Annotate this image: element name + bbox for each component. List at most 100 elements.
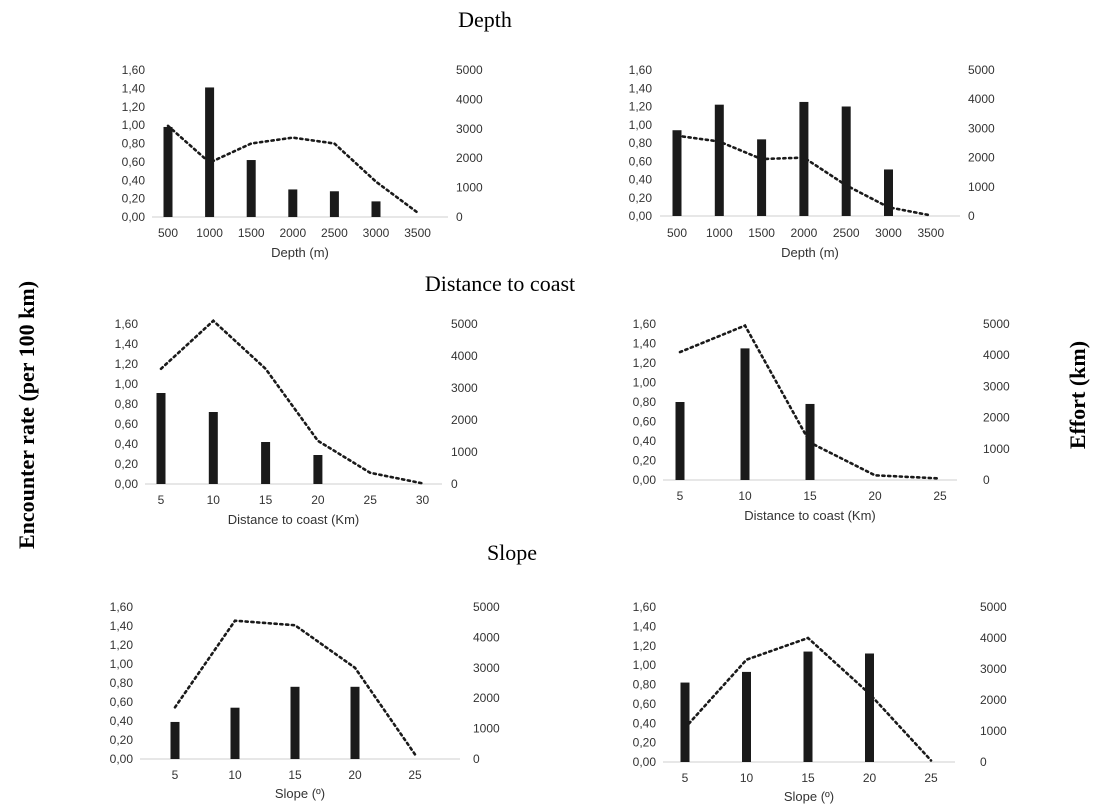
y-tick-label: 1,00 — [633, 376, 657, 390]
y2-tick-label: 1000 — [980, 724, 1007, 738]
effort-line — [683, 636, 933, 762]
y-tick-label: 1,20 — [633, 356, 657, 370]
y2-tick-label: 0 — [451, 477, 458, 491]
y-tick-label: 0,00 — [115, 477, 139, 491]
x-tick-label: 10 — [738, 489, 752, 503]
y2-tick-label: 1000 — [968, 180, 995, 194]
chart-panel-6: 0,00 0,20 0,40 0,60 0,80 1,00 1,20 1,40 1,60 0 100… — [633, 600, 1007, 804]
y-tick-label: 1,40 — [122, 81, 146, 95]
left-axis-label: Encounter rate (per 100 km) — [14, 281, 39, 549]
y-tick-label: 1,00 — [122, 118, 146, 132]
y2-tick-label: 3000 — [980, 662, 1007, 676]
bar — [329, 191, 339, 217]
x-tick-label: 25 — [924, 771, 938, 785]
bar — [156, 393, 166, 484]
bar — [313, 455, 323, 484]
charts-group: 0,000,200,400,600,801,001,201,401,600100… — [110, 63, 1010, 804]
effort-line — [675, 134, 933, 217]
y-tick-label: 0,60 — [633, 415, 657, 429]
bar — [680, 682, 690, 762]
bar — [205, 87, 215, 217]
y-tick-label: 0,00 — [633, 755, 657, 769]
x-axis-label: Slope (º) — [275, 786, 325, 801]
y-tick-label: 1,20 — [633, 639, 657, 653]
y-tick-label: 1,20 — [122, 100, 146, 114]
y-tick-label: 1,00 — [633, 658, 657, 672]
y-tick-label: 1,40 — [115, 337, 139, 351]
section-title-slope: Slope — [487, 540, 537, 565]
y-tick-label: 0,40 — [633, 716, 657, 730]
x-tick-label: 2000 — [279, 226, 306, 240]
y-tick-label: 0,60 — [122, 155, 146, 169]
x-tick-label: 3000 — [363, 226, 390, 240]
y-tick-label: 1,60 — [629, 63, 653, 77]
section-title-distance: Distance to coast — [425, 271, 575, 296]
y-tick-label: 0,00 — [110, 752, 134, 766]
y2-tick-label: 5000 — [473, 600, 500, 614]
bar — [208, 412, 218, 484]
y-tick-label: 0,20 — [633, 454, 657, 468]
bar — [350, 686, 360, 759]
x-tick-label: 1500 — [748, 226, 775, 240]
x-tick-label: 15 — [803, 489, 817, 503]
x-tick-label: 2000 — [791, 226, 818, 240]
bar — [672, 130, 682, 216]
x-tick-label: 5 — [172, 768, 179, 782]
x-tick-label: 5 — [677, 489, 684, 503]
bar — [246, 160, 256, 217]
x-tick-label: 25 — [408, 768, 422, 782]
x-tick-label: 1000 — [196, 226, 223, 240]
bar — [884, 169, 893, 216]
y-tick-label: 0,00 — [633, 473, 657, 487]
y2-tick-label: 0 — [980, 755, 987, 769]
y2-tick-label: 4000 — [451, 349, 478, 363]
x-tick-label: 20 — [311, 493, 325, 507]
y-tick-label: 0,60 — [629, 154, 653, 168]
y2-tick-label: 4000 — [473, 630, 500, 644]
y-tick-label: 0,20 — [110, 733, 134, 747]
y-tick-label: 0,60 — [115, 417, 139, 431]
bar — [799, 101, 809, 216]
x-axis-label: Slope (º) — [784, 789, 834, 804]
x-tick-label: 3000 — [875, 226, 902, 240]
bar — [163, 126, 173, 217]
y-tick-label: 0,40 — [629, 173, 653, 187]
x-tick-label: 3500 — [917, 226, 944, 240]
y2-tick-label: 1000 — [983, 442, 1010, 456]
y-tick-label: 0,20 — [115, 457, 139, 471]
y-tick-label: 1,20 — [110, 638, 134, 652]
y2-tick-label: 5000 — [451, 317, 478, 331]
y-tick-label: 0,20 — [633, 736, 657, 750]
y-tick-label: 0,20 — [629, 191, 653, 205]
y2-tick-label: 0 — [983, 473, 990, 487]
y2-tick-label: 1000 — [473, 722, 500, 736]
x-tick-label: 10 — [740, 771, 754, 785]
y-tick-label: 1,40 — [633, 337, 657, 351]
x-tick-label: 15 — [288, 768, 302, 782]
y-tick-label: 1,40 — [629, 81, 653, 95]
y-tick-label: 1,20 — [115, 357, 139, 371]
y2-tick-label: 0 — [456, 210, 463, 224]
y-tick-label: 0,80 — [633, 395, 657, 409]
x-axis-label: Depth (m) — [271, 245, 329, 260]
y-tick-label: 0,40 — [122, 173, 146, 187]
effort-line — [159, 319, 424, 485]
effort-line — [678, 323, 942, 480]
bar — [170, 721, 180, 759]
y2-tick-label: 2000 — [456, 151, 483, 165]
right-axis-label: Effort (km) — [1065, 341, 1090, 449]
y2-tick-label: 1000 — [456, 181, 483, 195]
y-tick-label: 0,40 — [115, 437, 139, 451]
bar — [740, 348, 750, 480]
chart-panel-3: 0,00 0,20 0,40 0,60 0,80 1,00 1,20 1,40 1,60 0 100… — [115, 317, 478, 527]
bar — [675, 402, 685, 480]
bar — [230, 707, 240, 759]
bar — [288, 189, 298, 217]
bar — [261, 442, 271, 484]
y2-tick-label: 3000 — [983, 379, 1010, 393]
x-tick-label: 30 — [416, 493, 430, 507]
y-tick-label: 0,60 — [110, 695, 134, 709]
y2-tick-label: 5000 — [983, 317, 1010, 331]
y2-tick-label: 5000 — [456, 63, 483, 77]
x-tick-label: 10 — [207, 493, 221, 507]
